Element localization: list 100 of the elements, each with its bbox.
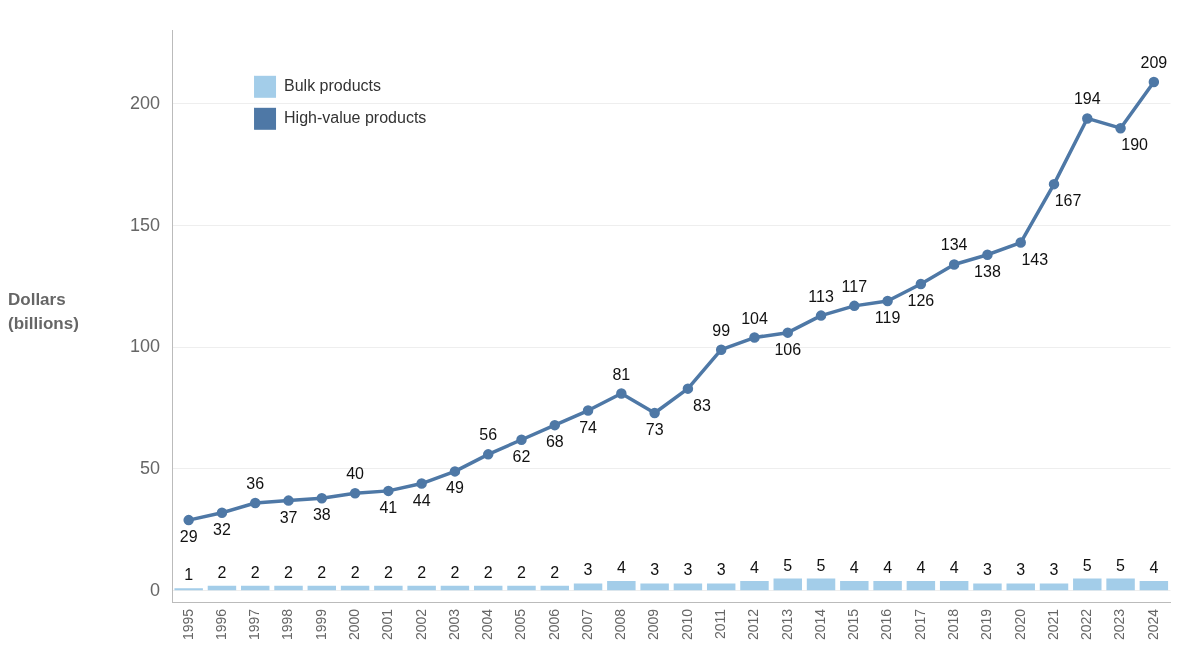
point [1115, 122, 1126, 134]
data-label: 40 [346, 465, 365, 483]
point [1015, 237, 1026, 248]
bar [573, 583, 603, 591]
point [1082, 113, 1093, 124]
bar [939, 580, 969, 591]
data-label: 3 [1049, 561, 1059, 579]
data-label: 4 [1149, 558, 1159, 576]
data-label: 3 [1016, 561, 1026, 579]
data-label: 62 [512, 447, 531, 465]
point [749, 332, 760, 343]
data-label: 44 [412, 491, 431, 509]
data-label: 4 [916, 558, 926, 576]
x-tick-label: 2023 [1111, 608, 1128, 641]
bar [607, 580, 636, 591]
data-label: 190 [1121, 136, 1149, 154]
data-label: 126 [907, 291, 935, 309]
x-tick-label: 2002 [412, 608, 429, 641]
data-label: 68 [545, 433, 564, 451]
x-tick-label: 2000 [345, 608, 362, 641]
point [482, 449, 494, 460]
point [815, 310, 827, 321]
x-tick-label: 2006 [545, 608, 562, 641]
point [1048, 178, 1060, 190]
data-label: 4 [883, 558, 893, 576]
x-tick-label: 2007 [578, 608, 595, 641]
data-label: 119 [874, 309, 901, 326]
data-label: 37 [279, 508, 298, 526]
data-label: 104 [741, 309, 768, 327]
point [316, 492, 328, 504]
data-label: 38 [312, 506, 331, 524]
legend-label: Bulk products [284, 77, 381, 95]
data-label: 29 [179, 528, 198, 546]
data-label: 2 [217, 563, 227, 581]
bar [440, 585, 470, 591]
point [549, 419, 561, 431]
bar [207, 585, 237, 591]
point [449, 466, 461, 477]
data-label: 4 [949, 558, 959, 576]
bar [507, 585, 536, 591]
bar [340, 585, 370, 591]
data-label: 2 [417, 563, 427, 581]
x-tick-label: 1997 [246, 608, 263, 641]
x-tick-label: 1996 [212, 608, 229, 641]
x-tick-label: 2015 [845, 608, 862, 641]
bar [973, 583, 1002, 591]
y-tick-label: 0 [150, 579, 161, 600]
bar [307, 585, 337, 591]
point [582, 405, 594, 416]
data-label: 134 [940, 236, 968, 254]
data-label: 74 [579, 418, 598, 436]
data-label: 4 [616, 558, 626, 576]
bar [840, 580, 869, 591]
point [649, 407, 660, 419]
y-tick-label: 100 [129, 336, 161, 357]
data-label: 3 [650, 561, 660, 579]
data-label: 4 [750, 558, 760, 576]
x-tick-label: 2004 [479, 608, 496, 641]
data-label: 2 [383, 563, 393, 581]
data-label: 3 [583, 561, 593, 579]
data-label: 83 [693, 396, 711, 414]
data-label: 41 [379, 498, 398, 516]
data-label: 113 [808, 287, 834, 305]
data-label: 143 [1021, 250, 1049, 268]
x-tick-label: 2017 [911, 608, 928, 641]
x-tick-label: 2024 [1144, 608, 1161, 641]
data-label: 106 [774, 340, 802, 358]
bar [773, 578, 802, 591]
x-tick-label: 2018 [945, 608, 962, 641]
point [383, 485, 394, 497]
data-label: 99 [712, 321, 731, 339]
data-label: 1 [184, 566, 194, 584]
x-tick-label: 1998 [279, 608, 296, 641]
point [782, 327, 793, 338]
bar [374, 585, 403, 591]
legend-label: High-value products [284, 109, 427, 127]
data-label: 81 [612, 365, 631, 383]
point [516, 434, 527, 446]
x-tick-label: 1995 [179, 608, 196, 641]
data-label: 56 [479, 426, 498, 444]
point [948, 259, 960, 270]
x-tick-label: 2021 [1044, 608, 1061, 641]
x-tick-label: 2009 [645, 608, 662, 641]
point [283, 495, 294, 506]
data-label: 3 [683, 561, 693, 579]
point [416, 478, 427, 489]
bar [1106, 578, 1135, 591]
x-tick-label: 2010 [678, 608, 695, 641]
data-label: 73 [645, 420, 664, 438]
x-tick-label: 2022 [1078, 608, 1095, 641]
point [216, 507, 228, 519]
data-label: 36 [246, 475, 265, 493]
point [349, 488, 361, 499]
point [682, 383, 694, 394]
bar [806, 578, 836, 591]
bar [673, 583, 703, 591]
bar [274, 585, 303, 591]
data-label: 2 [284, 563, 294, 581]
data-label: 209 [1140, 53, 1168, 71]
point [849, 300, 860, 312]
